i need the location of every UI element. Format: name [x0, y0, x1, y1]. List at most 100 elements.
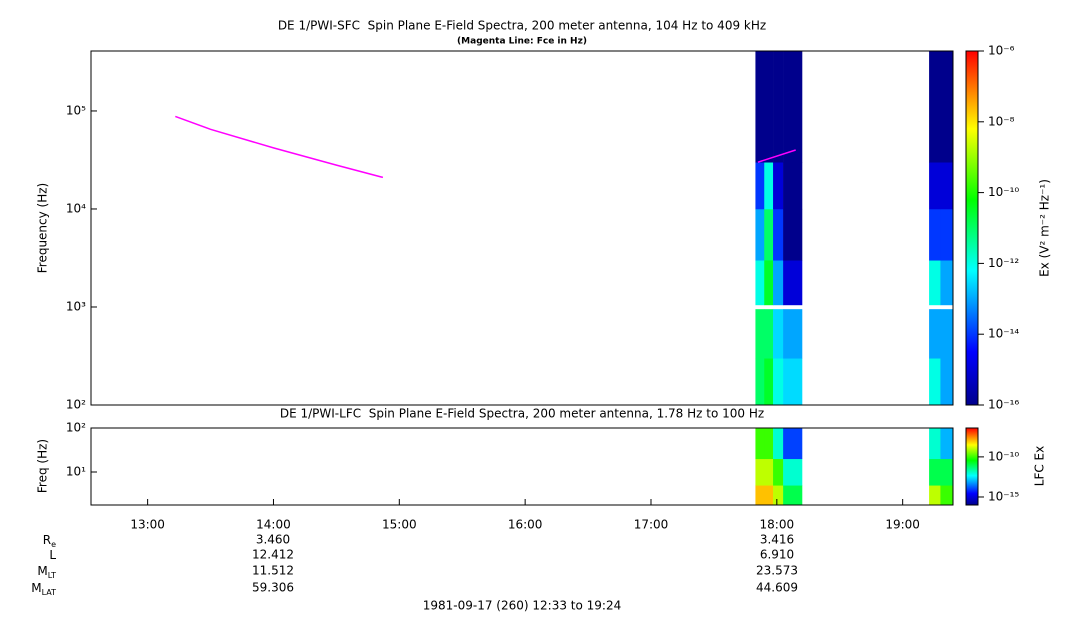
spectrum-cell: [773, 162, 784, 210]
spectrum-cell: [773, 428, 784, 460]
spectrum-cell: [764, 51, 774, 163]
ephemeris-value: 12.412: [252, 548, 294, 562]
spectrum-cell: [940, 358, 954, 406]
spectrum-cell: [929, 485, 941, 506]
spectrum-cell: [929, 458, 941, 486]
spectrum-cell: [764, 458, 774, 486]
ephemeris-value: 23.573: [756, 564, 798, 578]
colorbar-tick-label: 10⁻⁸: [988, 114, 1015, 128]
spectrum-cell: [783, 485, 803, 506]
spectrum-cell: [940, 458, 954, 486]
x-tick-label: 19:00: [885, 518, 920, 532]
label: L: [49, 548, 56, 562]
spectrum-cell: [755, 162, 765, 210]
spectrum-cell: [929, 162, 941, 210]
spectrum-cell: [773, 358, 784, 406]
spectrum-cell: [764, 260, 774, 306]
ephemeris-label: Re: [43, 533, 56, 549]
spectrum-cell: [783, 458, 803, 486]
spectrum-cell: [783, 309, 803, 359]
spectrum-cell: [755, 208, 765, 261]
x-tick-label: 16:00: [508, 518, 543, 532]
spectrum-cell: [940, 428, 954, 460]
x-tick-label: 17:00: [634, 518, 669, 532]
ephemeris-value: 11.512: [252, 564, 294, 578]
spectrum-cell: [773, 458, 784, 486]
x-tick-label: 18:00: [760, 518, 795, 532]
subscript: LT: [48, 571, 56, 580]
spectrum-cell: [764, 428, 774, 460]
spectrum-cell: [783, 208, 803, 261]
spectrum-cell: [940, 485, 954, 506]
y-tick-label: 10¹: [66, 465, 86, 479]
ephemeris-label: L: [49, 548, 56, 562]
y-tick-label: 10³: [66, 299, 86, 313]
spectrum-cell: [929, 51, 941, 163]
y-tick-label: 10²: [66, 421, 86, 435]
x-tick-label: 15:00: [382, 518, 417, 532]
spectrum-cell: [940, 309, 954, 359]
spectrum-cell: [783, 260, 803, 306]
label: M: [31, 581, 41, 595]
spectrum-cell: [783, 51, 803, 163]
spectrum-cell: [783, 428, 803, 460]
colorbar-tick-label: 10⁻¹⁰: [988, 185, 1019, 199]
chart-title: DE 1/PWI-SFC Spin Plane E-Field Spectra,…: [278, 19, 766, 33]
spectrum-cell: [755, 260, 765, 306]
spectrum-cell: [755, 358, 765, 406]
spectrum-cell: [755, 309, 765, 359]
spectrum-cell: [764, 358, 774, 406]
spectrum-cell: [783, 162, 803, 210]
fce-line: [175, 115, 796, 179]
spectrum-cell: [764, 309, 774, 359]
spectrum-cell: [929, 309, 941, 359]
colorbar-label: Ex (V² m⁻² Hz⁻¹): [1038, 179, 1052, 277]
colorbar: [965, 50, 979, 406]
spectrum-cell: [773, 51, 784, 163]
colorbar: [965, 427, 979, 506]
spectrum-cell: [773, 309, 784, 359]
y-axis-label: Freq (Hz): [36, 439, 50, 493]
footer: 1981-09-17 (260) 12:33 to 19:24: [423, 599, 621, 613]
spectrum-cell: [929, 358, 941, 406]
spectrum-cell: [929, 260, 941, 306]
spectrum-cell: [764, 162, 774, 210]
colorbar-tick-label: 10⁻¹²: [988, 256, 1019, 270]
y-tick-label: 10²: [66, 398, 86, 412]
colorbar-label: LFC Ex: [1033, 446, 1047, 486]
colorbar-tick-label: 10⁻¹⁰: [988, 449, 1019, 463]
spectrum-cell: [929, 428, 941, 460]
x-tick-label: 13:00: [130, 518, 165, 532]
label: R: [43, 533, 51, 547]
spectrum-cell: [940, 162, 954, 210]
spectrum-cell: [764, 485, 774, 506]
spectrum-cell: [755, 51, 765, 163]
ephemeris-value: 3.416: [760, 533, 794, 547]
spectrum-cell: [773, 260, 784, 306]
colorbar-tick-label: 10⁻⁶: [988, 44, 1015, 58]
ephemeris-label: MLAT: [31, 581, 56, 597]
y-tick-label: 10⁴: [66, 201, 86, 215]
plot-frame: [90, 50, 954, 406]
x-tick-label: 14:00: [256, 518, 291, 532]
spectrum-cell: [764, 208, 774, 261]
spectrum-cell: [940, 51, 954, 163]
chart-subtitle: (Magenta Line: Fce in Hz): [457, 37, 587, 47]
spectrum-cell: [940, 208, 954, 261]
colorbar-tick-label: 10⁻¹⁴: [988, 327, 1019, 341]
colorbar-tick-label: 10⁻¹⁶: [988, 398, 1019, 412]
label: M: [37, 564, 47, 578]
y-axis-label: Frequency (Hz): [36, 183, 50, 274]
spectrum-cell: [773, 208, 784, 261]
spectrum-cell: [783, 358, 803, 406]
ephemeris-value: 6.910: [760, 548, 794, 562]
spectrum-cell: [929, 208, 941, 261]
chart-title: DE 1/PWI-LFC Spin Plane E-Field Spectra,…: [280, 407, 764, 421]
ephemeris-value: 3.460: [256, 533, 290, 547]
y-tick-label: 10⁵: [66, 103, 86, 117]
spectrum-cell: [755, 458, 765, 486]
spectrum-cell: [755, 485, 765, 506]
spectrum-cell: [755, 428, 765, 460]
spectrum-cell: [940, 260, 954, 306]
